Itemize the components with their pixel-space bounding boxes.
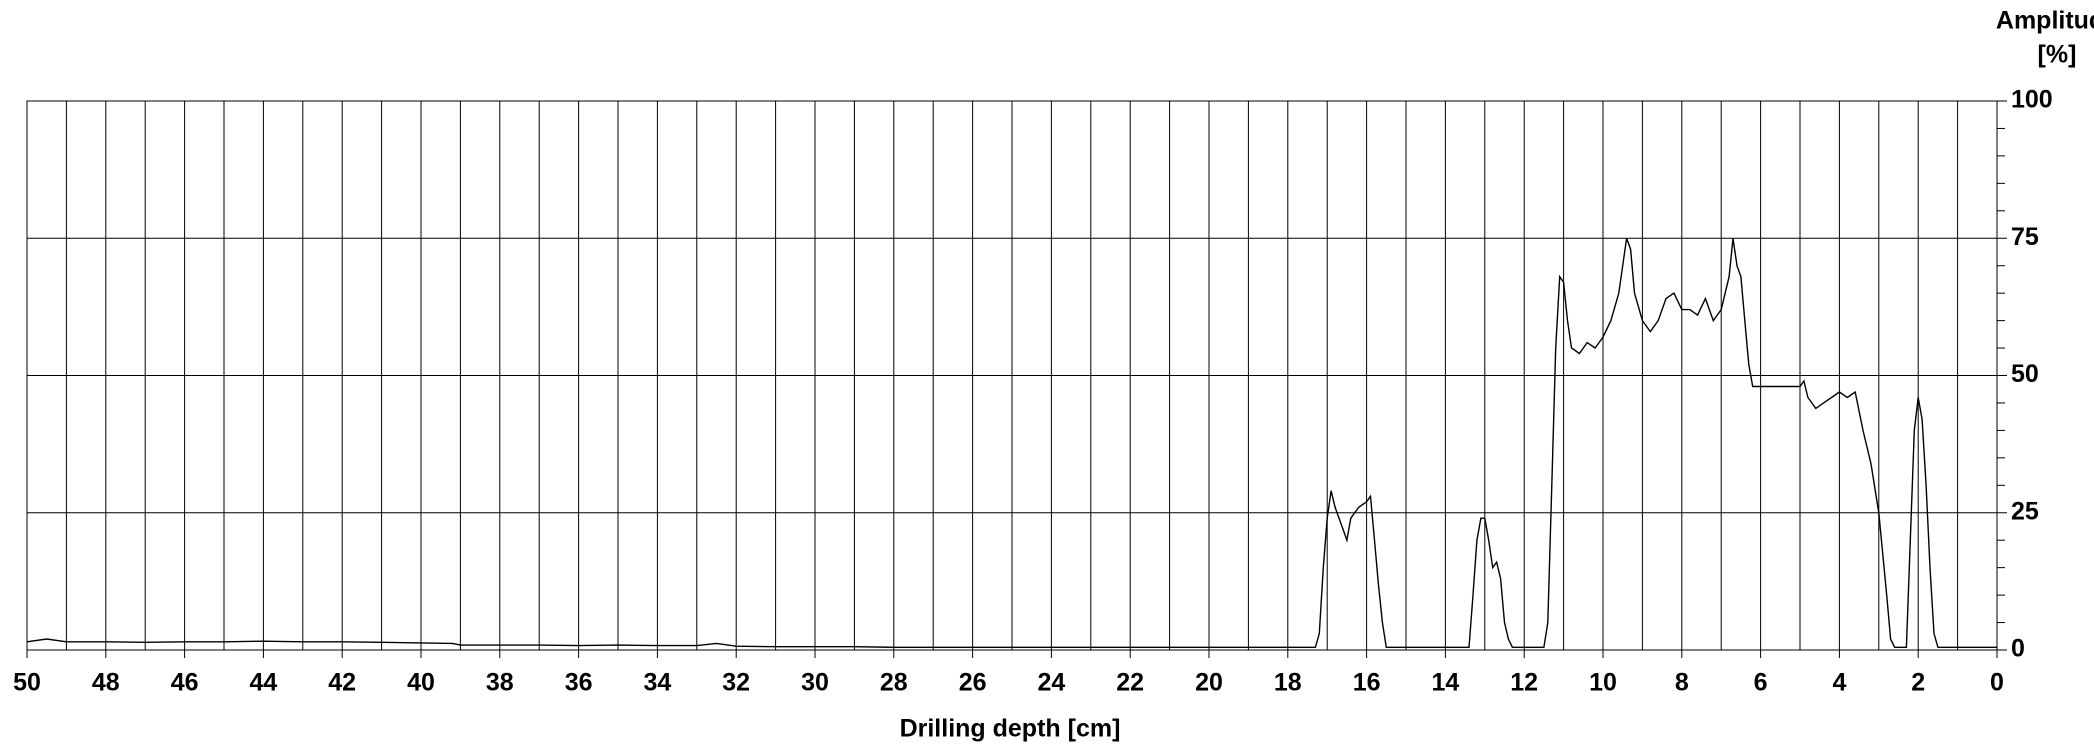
x-axis-title: Drilling depth [cm]: [900, 715, 1121, 743]
x-tick-label: 0: [1990, 669, 2004, 697]
x-tick-label: 2: [1911, 669, 1925, 697]
plot-frame: [26, 100, 1998, 651]
y-axis-title: Amplitude: [1996, 7, 2094, 35]
x-tick-label: 28: [880, 669, 908, 697]
x-tick-label: 34: [643, 669, 671, 697]
x-tick-label: 46: [171, 669, 199, 697]
y-axis-title: [%]: [2038, 41, 2077, 69]
x-tick-label: 10: [1589, 669, 1617, 697]
x-tick-label: 24: [1037, 669, 1065, 697]
x-tick-label: 42: [328, 669, 356, 697]
x-tick-label: 20: [1195, 669, 1223, 697]
x-tick-label: 50: [13, 669, 41, 697]
x-tick-label: 48: [92, 669, 120, 697]
y-tick-label: 75: [2011, 223, 2039, 251]
x-tick-label: 44: [249, 669, 277, 697]
x-tick-label: 6: [1754, 669, 1768, 697]
y-tick-label: 25: [2011, 497, 2039, 525]
x-tick-label: 26: [959, 669, 987, 697]
x-tick-label: 8: [1675, 669, 1689, 697]
x-tick-label: 30: [801, 669, 829, 697]
x-tick-label: 18: [1274, 669, 1302, 697]
x-tick-label: 4: [1832, 669, 1846, 697]
y-tick-label: 0: [2011, 635, 2025, 663]
x-tick-label: 40: [407, 669, 435, 697]
y-tick-label: 100: [2011, 86, 2053, 114]
x-tick-label: 16: [1353, 669, 1381, 697]
x-tick-label: 38: [486, 669, 514, 697]
y-tick-label: 50: [2011, 360, 2039, 388]
data-line: [26, 238, 1997, 648]
x-tick-label: 36: [565, 669, 593, 697]
x-tick-label: 32: [722, 669, 750, 697]
x-tick-label: 12: [1510, 669, 1538, 697]
x-tick-label: 22: [1116, 669, 1144, 697]
x-tick-label: 14: [1431, 669, 1459, 697]
